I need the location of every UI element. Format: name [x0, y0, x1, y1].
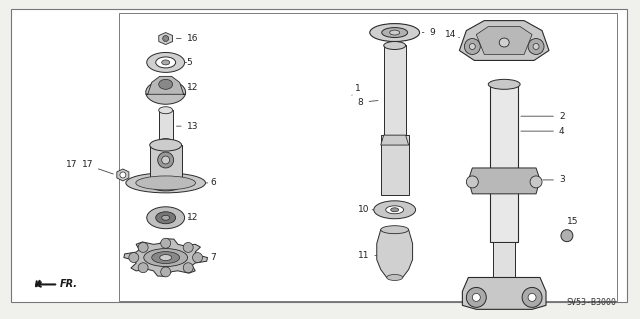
Ellipse shape: [150, 139, 182, 151]
Ellipse shape: [499, 38, 509, 47]
Circle shape: [193, 253, 202, 263]
Ellipse shape: [156, 57, 175, 68]
Ellipse shape: [390, 30, 399, 35]
Circle shape: [161, 238, 171, 248]
Ellipse shape: [493, 33, 515, 52]
Text: FR.: FR.: [60, 279, 78, 289]
Polygon shape: [377, 230, 413, 278]
Circle shape: [528, 293, 536, 301]
Text: 8: 8: [358, 98, 378, 107]
Circle shape: [138, 242, 148, 252]
Bar: [490, 86, 518, 241]
Text: 3: 3: [543, 175, 564, 184]
Circle shape: [472, 293, 480, 301]
Ellipse shape: [381, 226, 408, 234]
Bar: [159, 110, 173, 142]
Text: 12: 12: [187, 213, 198, 222]
Text: 10: 10: [358, 205, 374, 214]
Circle shape: [522, 287, 542, 307]
Text: 1: 1: [352, 84, 360, 95]
Ellipse shape: [126, 173, 205, 193]
Ellipse shape: [162, 156, 170, 164]
Ellipse shape: [374, 201, 415, 219]
Ellipse shape: [150, 179, 182, 191]
Ellipse shape: [144, 249, 188, 267]
Text: 2: 2: [521, 112, 564, 121]
Circle shape: [183, 263, 193, 273]
Text: 12: 12: [187, 83, 198, 92]
Polygon shape: [117, 169, 129, 181]
Bar: [119, 13, 617, 301]
Circle shape: [465, 39, 480, 55]
Ellipse shape: [390, 208, 399, 212]
Ellipse shape: [162, 215, 170, 220]
Polygon shape: [468, 168, 540, 194]
Bar: [493, 241, 515, 278]
Bar: [150, 145, 182, 185]
Text: 11: 11: [358, 251, 377, 260]
Ellipse shape: [384, 41, 406, 49]
Ellipse shape: [136, 176, 196, 190]
Circle shape: [469, 43, 476, 49]
Circle shape: [561, 230, 573, 241]
Circle shape: [533, 43, 539, 49]
Bar: [381, 135, 408, 195]
Text: 13: 13: [177, 122, 198, 131]
Text: 14: 14: [444, 30, 460, 39]
Ellipse shape: [488, 79, 520, 89]
Ellipse shape: [381, 27, 408, 38]
Ellipse shape: [162, 60, 170, 65]
Ellipse shape: [370, 24, 420, 41]
Polygon shape: [146, 76, 186, 94]
Ellipse shape: [156, 212, 175, 224]
Ellipse shape: [159, 79, 173, 89]
Polygon shape: [460, 21, 549, 60]
Text: 15: 15: [567, 217, 579, 233]
Polygon shape: [159, 33, 173, 45]
Text: 5: 5: [184, 58, 193, 67]
Circle shape: [163, 35, 169, 41]
Ellipse shape: [152, 252, 180, 263]
Circle shape: [138, 263, 148, 273]
Ellipse shape: [147, 52, 184, 72]
Ellipse shape: [146, 80, 186, 104]
Text: SV53-B3000: SV53-B3000: [566, 298, 617, 307]
Text: 9: 9: [422, 28, 435, 37]
Text: 16: 16: [177, 34, 198, 43]
Ellipse shape: [159, 107, 173, 114]
Polygon shape: [381, 135, 408, 145]
Bar: [384, 46, 406, 135]
Text: 4: 4: [521, 127, 564, 136]
Ellipse shape: [159, 138, 173, 145]
Circle shape: [467, 287, 486, 307]
Ellipse shape: [160, 255, 172, 261]
Text: 17: 17: [81, 160, 113, 174]
Circle shape: [530, 176, 542, 188]
Circle shape: [120, 172, 126, 178]
Circle shape: [161, 267, 171, 277]
Text: 17: 17: [65, 160, 77, 169]
Text: 6: 6: [205, 178, 216, 187]
Polygon shape: [124, 239, 207, 276]
Circle shape: [467, 176, 478, 188]
Circle shape: [129, 253, 139, 263]
Text: 7: 7: [207, 253, 216, 262]
Circle shape: [528, 39, 544, 55]
Ellipse shape: [386, 206, 404, 214]
Polygon shape: [462, 278, 546, 309]
Ellipse shape: [147, 207, 184, 229]
Polygon shape: [476, 26, 532, 55]
Ellipse shape: [157, 152, 173, 168]
Ellipse shape: [387, 274, 403, 280]
Circle shape: [183, 242, 193, 252]
